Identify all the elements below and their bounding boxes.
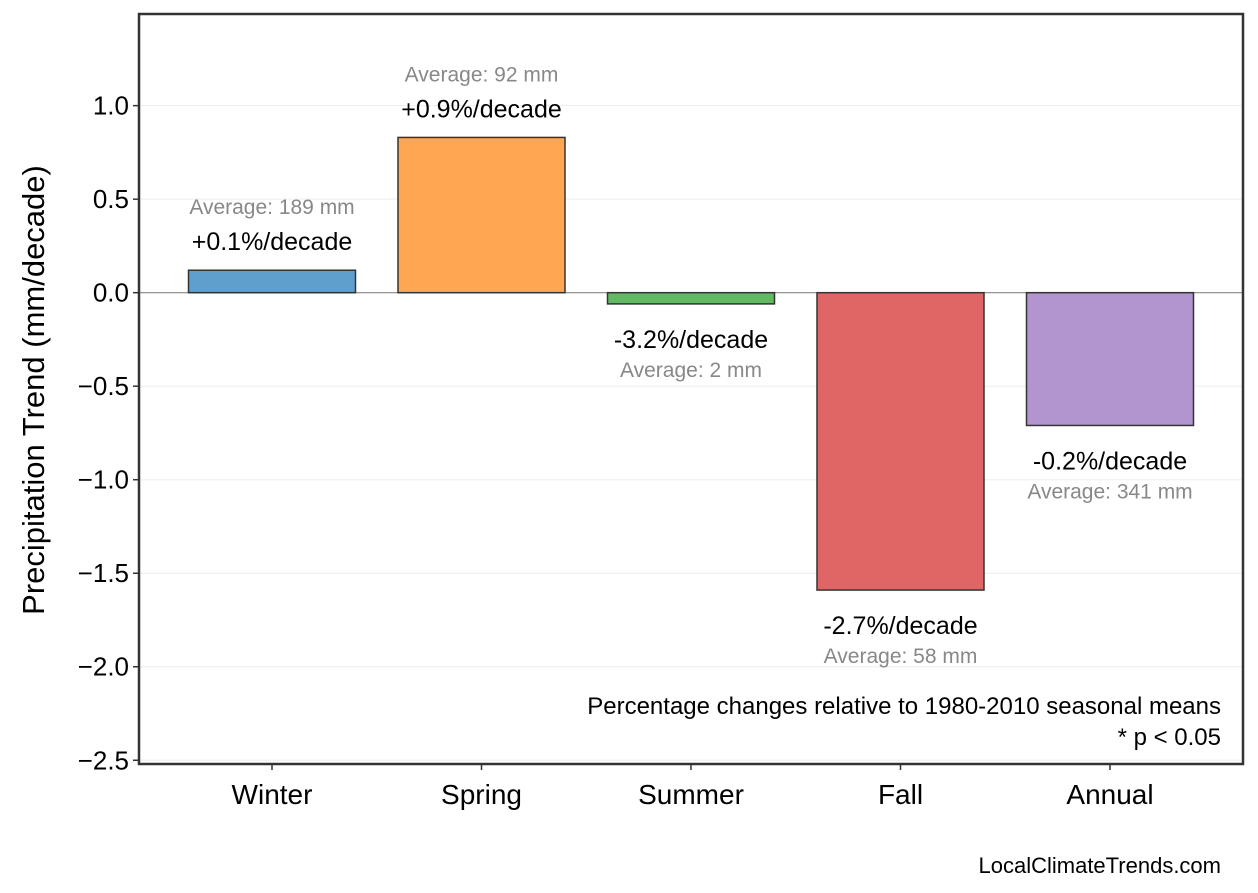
source-label: LocalClimateTrends.com	[979, 853, 1222, 878]
y-tick-label: 1.0	[93, 91, 129, 121]
x-tick-label: Winter	[232, 779, 313, 810]
y-tick-label: 0.0	[93, 278, 129, 308]
pct-label: -2.7%/decade	[823, 612, 977, 640]
avg-label: Average: 58 mm	[824, 645, 978, 668]
pct-label: +0.9%/decade	[401, 95, 562, 123]
x-tick-label: Fall	[878, 779, 923, 810]
y-axis-label: Precipitation Trend (mm/decade)	[16, 165, 51, 615]
annotation-line-1: Percentage changes relative to 1980-2010…	[587, 693, 1221, 720]
pct-label: +0.1%/decade	[192, 228, 353, 256]
y-tick-label: −2.5	[78, 745, 129, 775]
annotation-line-2: * p < 0.05	[1118, 724, 1221, 751]
bar-annual	[1025, 291, 1195, 427]
avg-label: Average: 341 mm	[1027, 480, 1192, 503]
x-tick-label: Annual	[1066, 779, 1153, 810]
avg-label: Average: 189 mm	[189, 196, 354, 219]
y-tick-label: −2.0	[78, 652, 129, 682]
y-tick-label: −1.0	[78, 465, 129, 495]
x-tick-label: Spring	[441, 779, 522, 810]
avg-label: Average: 92 mm	[405, 63, 559, 86]
bar-spring	[397, 136, 566, 294]
bar-summer	[606, 291, 776, 305]
bar-winter	[187, 269, 357, 294]
y-tick-label: 0.5	[93, 184, 129, 214]
y-tick-label: −0.5	[78, 371, 129, 401]
y-tick-label: −1.5	[78, 558, 129, 588]
plot-frame	[137, 12, 1245, 766]
pct-label: -3.2%/decade	[614, 326, 768, 354]
avg-label: Average: 2 mm	[620, 359, 762, 382]
x-tick-label: Summer	[638, 779, 744, 810]
bar-fall	[816, 291, 985, 591]
pct-label: -0.2%/decade	[1033, 447, 1187, 475]
